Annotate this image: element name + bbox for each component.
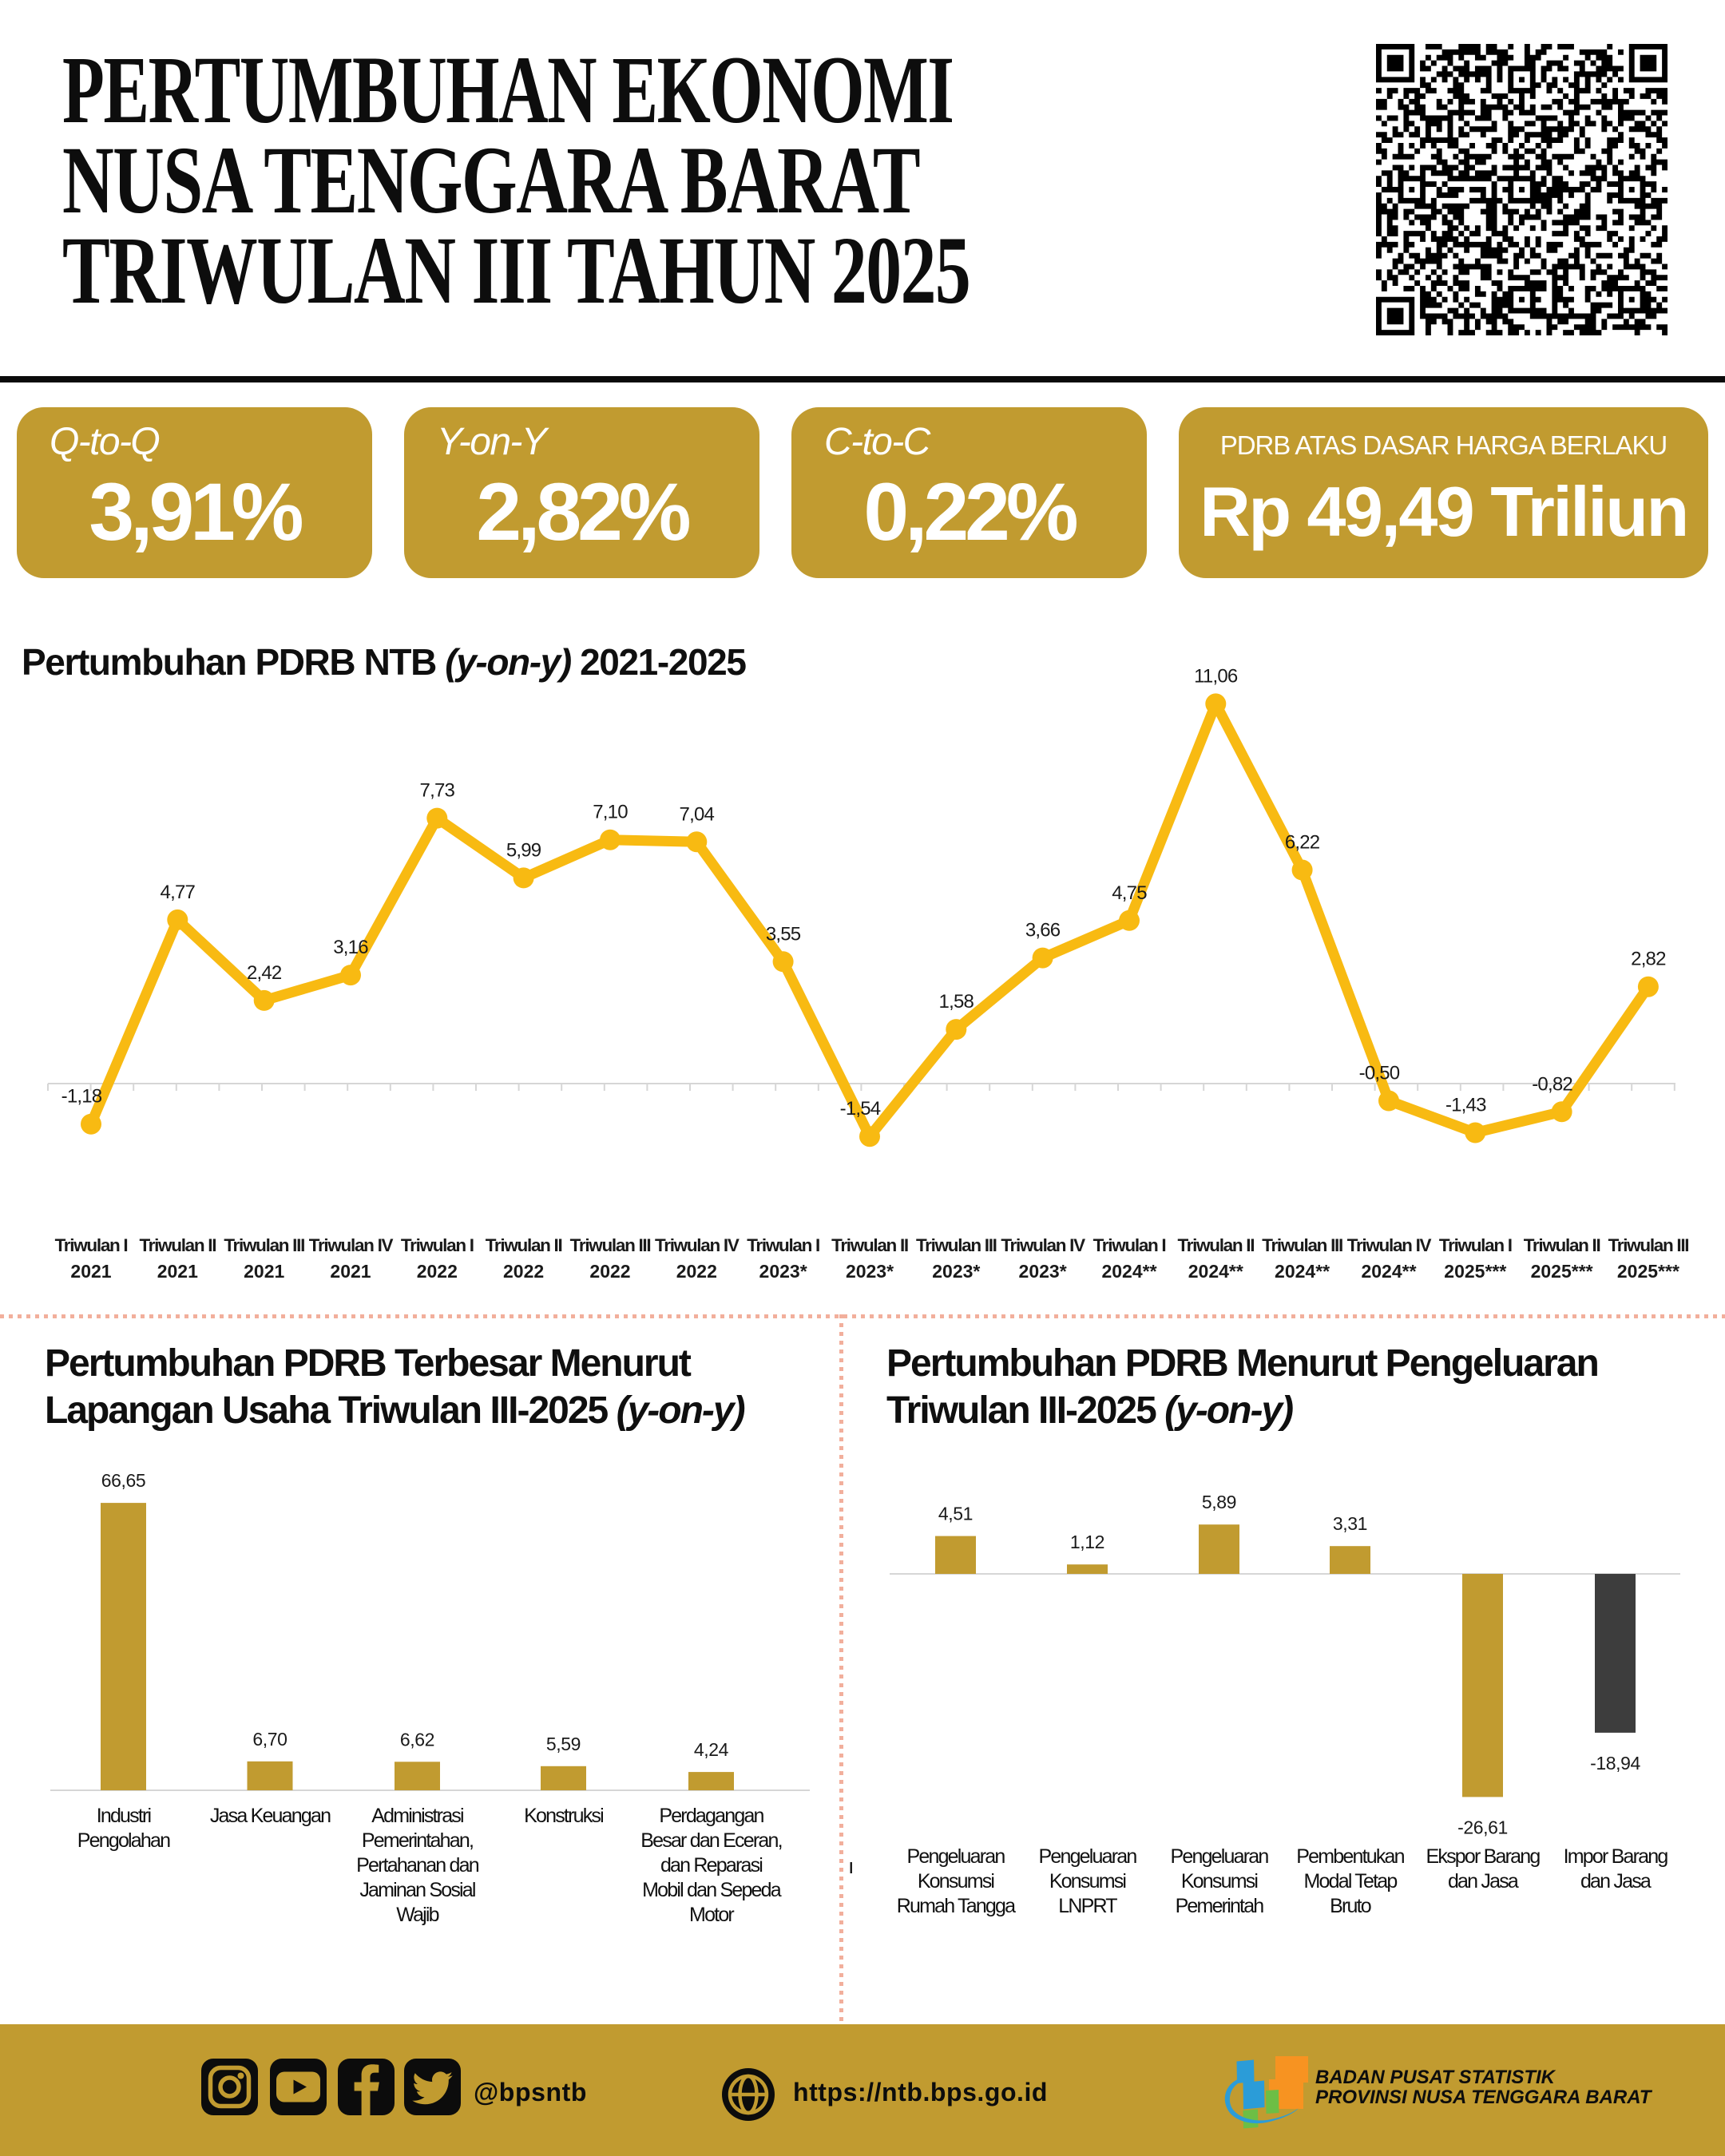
svg-text:2024**: 2024**	[1361, 1261, 1416, 1282]
svg-text:2021: 2021	[157, 1261, 198, 1282]
svg-text:2022: 2022	[676, 1261, 717, 1282]
svg-text:Triwulan III: Triwulan III	[916, 1235, 997, 1255]
svg-text:6,70: 6,70	[252, 1729, 287, 1750]
svg-text:-26,61: -26,61	[1457, 1817, 1508, 1837]
svg-text:3,16: 3,16	[333, 937, 368, 958]
svg-text:66,65: 66,65	[101, 1470, 146, 1491]
svg-text:4,75: 4,75	[1112, 882, 1147, 904]
svg-text:Triwulan II: Triwulan II	[139, 1235, 216, 1255]
svg-text:-1,43: -1,43	[1445, 1095, 1486, 1116]
svg-text:5,59: 5,59	[546, 1734, 581, 1754]
svg-text:2023*: 2023*	[759, 1261, 807, 1282]
svg-text:6,22: 6,22	[1285, 832, 1320, 854]
svg-text:11,06: 11,06	[1194, 665, 1238, 687]
svg-text:Triwulan I: Triwulan I	[401, 1235, 474, 1255]
svg-text:-0,50: -0,50	[1359, 1063, 1400, 1084]
svg-text:Triwulan IV: Triwulan IV	[655, 1235, 740, 1255]
svg-text:1,58: 1,58	[939, 991, 974, 1013]
svg-text:Triwulan II: Triwulan II	[831, 1235, 908, 1255]
svg-text:Triwulan IV: Triwulan IV	[1001, 1235, 1085, 1255]
svg-text:3,55: 3,55	[766, 923, 801, 945]
svg-text:Triwulan II: Triwulan II	[1177, 1235, 1254, 1255]
svg-text:2022: 2022	[589, 1261, 630, 1282]
svg-text:2022: 2022	[503, 1261, 544, 1282]
svg-text:Triwulan III: Triwulan III	[1608, 1235, 1689, 1255]
svg-text:-1,18: -1,18	[61, 1086, 102, 1108]
svg-text:2021: 2021	[330, 1261, 371, 1282]
svg-text:2024**: 2024**	[1275, 1261, 1330, 1282]
svg-text:2025***: 2025***	[1617, 1261, 1679, 1282]
svg-text:Triwulan I: Triwulan I	[747, 1235, 819, 1255]
svg-text:5,99: 5,99	[506, 839, 541, 861]
svg-text:Triwulan III: Triwulan III	[570, 1235, 651, 1255]
svg-text:Triwulan IV: Triwulan IV	[309, 1235, 394, 1255]
svg-text:7,04: 7,04	[680, 803, 715, 825]
svg-text:Triwulan II: Triwulan II	[486, 1235, 562, 1255]
svg-text:4,77: 4,77	[161, 882, 196, 903]
svg-text:2023*: 2023*	[1019, 1261, 1067, 1282]
svg-text:2021: 2021	[244, 1261, 284, 1282]
svg-text:5,89: 5,89	[1202, 1492, 1236, 1512]
svg-text:Triwulan II: Triwulan II	[1524, 1235, 1600, 1255]
svg-text:2024**: 2024**	[1101, 1261, 1156, 1282]
svg-text:4,24: 4,24	[694, 1739, 729, 1760]
svg-text:2024**: 2024**	[1188, 1261, 1243, 1282]
svg-text:-0,82: -0,82	[1532, 1073, 1572, 1095]
svg-text:2,82: 2,82	[1631, 949, 1666, 970]
svg-text:Triwulan III: Triwulan III	[224, 1235, 304, 1255]
svg-text:2023*: 2023*	[846, 1261, 894, 1282]
svg-text:4,51: 4,51	[938, 1504, 973, 1524]
svg-text:2022: 2022	[417, 1261, 458, 1282]
svg-text:2025***: 2025***	[1531, 1261, 1593, 1282]
svg-text:-1,54: -1,54	[840, 1098, 881, 1120]
svg-text:7,10: 7,10	[593, 802, 628, 823]
svg-text:7,73: 7,73	[420, 780, 455, 802]
svg-text:2025***: 2025***	[1444, 1261, 1506, 1282]
svg-text:Triwulan I: Triwulan I	[1439, 1235, 1512, 1255]
svg-text:2021: 2021	[70, 1261, 111, 1282]
svg-text:3,31: 3,31	[1333, 1513, 1367, 1534]
svg-text:Triwulan IV: Triwulan IV	[1347, 1235, 1432, 1255]
svg-text:3,66: 3,66	[1025, 920, 1061, 941]
svg-text:2023*: 2023*	[932, 1261, 980, 1282]
svg-text:Triwulan III: Triwulan III	[1262, 1235, 1342, 1255]
svg-text:2,42: 2,42	[247, 962, 282, 984]
svg-text:-18,94: -18,94	[1590, 1753, 1640, 1774]
svg-text:1,12: 1,12	[1070, 1532, 1104, 1552]
svg-text:Triwulan I: Triwulan I	[55, 1235, 128, 1255]
svg-text:6,62: 6,62	[400, 1729, 434, 1750]
svg-text:Triwulan I: Triwulan I	[1093, 1235, 1166, 1255]
